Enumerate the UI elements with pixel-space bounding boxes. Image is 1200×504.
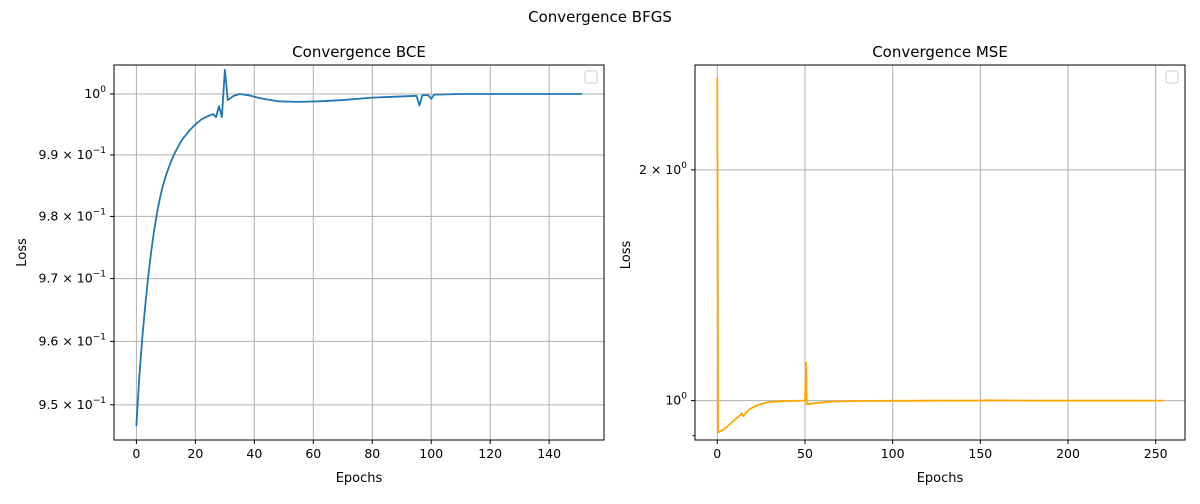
series-line bbox=[135, 68, 583, 427]
y-tick-label: 100 bbox=[84, 85, 106, 101]
x-tick-label: 120 bbox=[478, 446, 502, 461]
y-tick-label: 9.6 × 10−1 bbox=[39, 332, 107, 348]
axis-ticks: 0 20 40 60 80 100 120 140 9.5 × 10−1 9.6 × 10−1 9.… bbox=[39, 85, 562, 461]
x-tick-label: 100 bbox=[419, 446, 443, 461]
y-axis-label: Loss bbox=[619, 241, 634, 270]
x-tick-label: 0 bbox=[132, 446, 140, 461]
series-line bbox=[716, 77, 1164, 433]
series-layer bbox=[716, 77, 1164, 433]
panel-title-mse: Convergence MSE bbox=[872, 43, 1008, 61]
x-axis-label: Epochs bbox=[917, 471, 964, 486]
figure-suptitle: Convergence BFGS bbox=[528, 8, 672, 26]
x-tick-label: 50 bbox=[797, 446, 813, 461]
x-tick-label: 200 bbox=[1056, 446, 1080, 461]
y-tick-label: 9.8 × 10−1 bbox=[39, 207, 107, 223]
x-tick-label: 20 bbox=[187, 446, 203, 461]
legend-box bbox=[584, 70, 598, 84]
y-tick-label: 9.9 × 10−1 bbox=[39, 146, 107, 162]
x-tick-label: 150 bbox=[968, 446, 992, 461]
y-tick-label: 100 bbox=[665, 392, 687, 408]
x-tick-label: 60 bbox=[305, 446, 321, 461]
x-tick-label: 0 bbox=[713, 446, 721, 461]
y-tick-label: 9.5 × 10−1 bbox=[39, 396, 107, 412]
axes-frame bbox=[694, 64, 1186, 441]
x-tick-label: 100 bbox=[881, 446, 905, 461]
axis-ticks: 0 50 100 150 200 250 100 2 × 100 bbox=[639, 161, 1168, 461]
grid-lines bbox=[695, 65, 1185, 440]
grid-lines bbox=[114, 65, 604, 440]
y-axis-label: Loss bbox=[15, 238, 30, 267]
x-tick-label: 40 bbox=[246, 446, 262, 461]
axes-frame bbox=[113, 64, 605, 441]
x-tick-label: 250 bbox=[1144, 446, 1168, 461]
panel-mse: Convergence MSE 0 50 100 150 200 250 100 2 × 10… bbox=[619, 43, 1186, 486]
x-tick-label: 80 bbox=[364, 446, 380, 461]
panel-title-bce: Convergence BCE bbox=[292, 43, 426, 61]
y-tick-label: 2 × 100 bbox=[639, 161, 687, 177]
x-tick-label: 140 bbox=[537, 446, 561, 461]
panel-bce: Convergence BCE 0 20 40 60 80 100 120 140 9.5 × … bbox=[15, 43, 605, 486]
x-axis-label: Epochs bbox=[336, 471, 383, 486]
y-tick-label: 9.7 × 10−1 bbox=[39, 270, 107, 286]
series-layer bbox=[135, 68, 583, 427]
legend-box bbox=[1165, 70, 1179, 84]
